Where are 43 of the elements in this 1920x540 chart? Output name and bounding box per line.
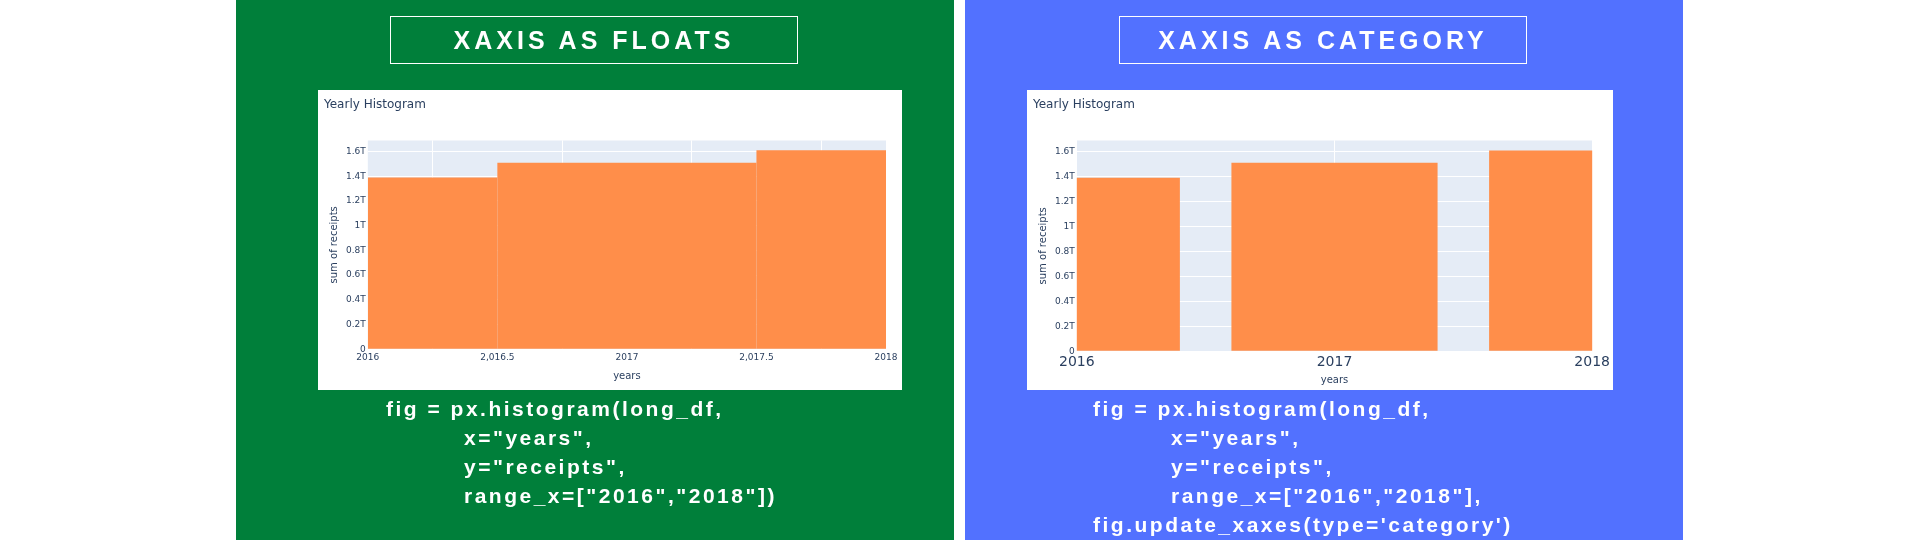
- text: x="years",: [1170, 425, 1302, 451]
- x-axis-title: years: [1320, 373, 1349, 385]
- y-tick-label: 0.4T: [346, 294, 367, 305]
- text: x="years",: [463, 425, 595, 451]
- x-tick-label: 2017: [615, 351, 639, 362]
- text: y="receipts",: [1170, 454, 1335, 480]
- y-axis-title: sum of receipts: [327, 206, 339, 284]
- y-tick-label: 0.8T: [1055, 245, 1076, 256]
- x-tick-label: 2016: [356, 351, 380, 362]
- chart-title: Yearly Histogram: [1032, 97, 1135, 112]
- y-tick-label: 0.6T: [1055, 270, 1076, 281]
- y-tick-label: 0.4T: [1055, 295, 1076, 306]
- y-tick-label: 1.2T: [1055, 195, 1076, 206]
- y-tick-label: 0.2T: [1055, 320, 1076, 331]
- y-tick-label: 1.6T: [1055, 145, 1076, 156]
- y-tick-label: 1.6T: [346, 145, 367, 156]
- y-tick-label: 1.2T: [346, 195, 367, 206]
- y-tick-label: 0: [360, 343, 367, 354]
- x-tick-label: 2017: [1316, 353, 1353, 370]
- text: fig = px.histogram(long_df,: [1093, 396, 1432, 422]
- text: y="receipts",: [463, 454, 628, 480]
- y-tick-label: 0: [1069, 345, 1076, 356]
- y-axis-title: sum of receipts: [1036, 207, 1048, 285]
- text: fig.update_xaxes(type='category'): [1093, 512, 1513, 538]
- y-tick-label: 1.4T: [346, 170, 367, 181]
- text: fig = px.histogram(long_df,: [386, 396, 725, 422]
- x-tick-label: 2018: [874, 351, 898, 362]
- x-axis-title: years: [613, 369, 641, 381]
- text: range_x=["2016","2018"]): [463, 483, 777, 509]
- text: XAXIS AS FLOATS: [390, 16, 798, 64]
- text: XAXIS AS CATEGORY: [1119, 16, 1527, 64]
- y-tick-label: 0.8T: [346, 244, 367, 255]
- chart-title: Yearly Histogram: [323, 97, 426, 112]
- y-tick-label: 1T: [354, 219, 367, 230]
- y-tick-label: 1.4T: [1055, 170, 1076, 181]
- x-tick-label: 2,017.5: [739, 351, 774, 362]
- y-tick-label: 0.2T: [346, 318, 367, 329]
- y-tick-label: 0.6T: [346, 269, 367, 280]
- x-tick-label: 2,016.5: [480, 351, 515, 362]
- y-tick-label: 1T: [1063, 220, 1076, 231]
- x-tick-label: 2018: [1574, 353, 1611, 370]
- x-tick-label: 2016: [1058, 353, 1095, 370]
- text: range_x=["2016","2018"],: [1170, 483, 1484, 509]
